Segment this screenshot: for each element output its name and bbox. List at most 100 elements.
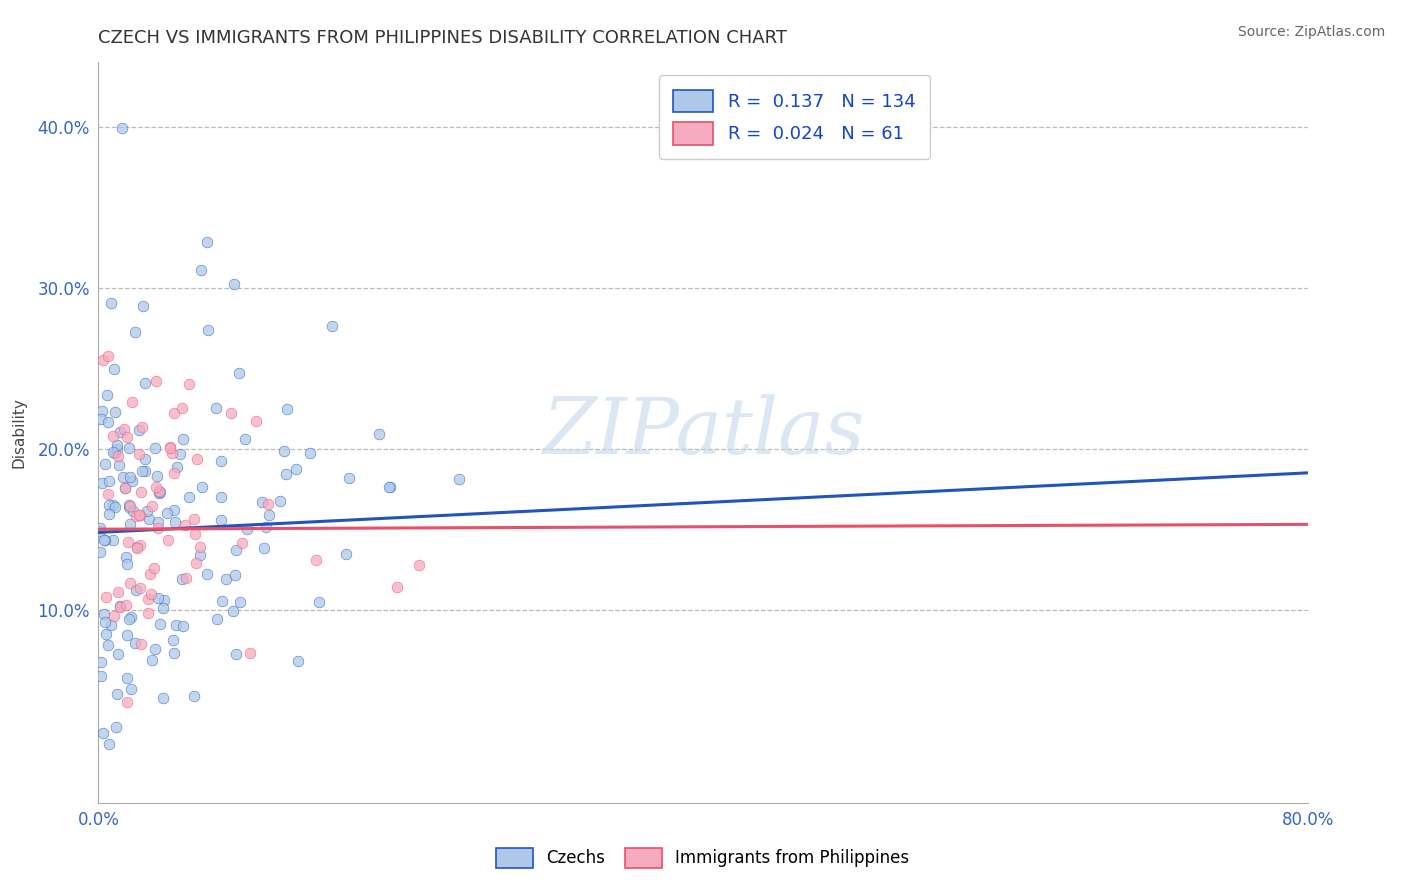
Point xyxy=(273,444,295,458)
Point xyxy=(132,299,155,313)
Point xyxy=(114,481,136,495)
Point xyxy=(93,533,115,547)
Point xyxy=(100,295,122,310)
Point xyxy=(385,580,408,594)
Point xyxy=(97,638,120,652)
Point xyxy=(89,545,111,559)
Point xyxy=(305,552,328,566)
Point xyxy=(94,590,117,604)
Point xyxy=(245,414,267,428)
Point xyxy=(149,485,172,500)
Point xyxy=(173,518,195,533)
Point xyxy=(134,452,156,467)
Point xyxy=(128,508,150,523)
Point xyxy=(107,449,129,463)
Point xyxy=(188,541,211,555)
Point xyxy=(120,682,142,697)
Point xyxy=(134,465,156,479)
Point xyxy=(104,500,127,515)
Point xyxy=(90,412,112,426)
Point xyxy=(121,394,143,409)
Point xyxy=(321,318,343,333)
Point xyxy=(101,533,124,547)
Point xyxy=(98,498,121,512)
Point xyxy=(98,507,121,521)
Point xyxy=(231,536,253,550)
Point xyxy=(93,726,115,740)
Point xyxy=(114,598,136,612)
Point xyxy=(94,627,117,641)
Point xyxy=(97,349,120,363)
Point xyxy=(104,405,127,419)
Point xyxy=(115,627,138,641)
Point xyxy=(308,595,330,609)
Point xyxy=(105,438,128,452)
Point xyxy=(274,467,297,481)
Point xyxy=(209,491,232,505)
Point xyxy=(149,617,172,632)
Point xyxy=(174,571,197,585)
Point xyxy=(107,585,129,599)
Point xyxy=(447,472,470,486)
Text: CZECH VS IMMIGRANTS FROM PHILIPPINES DISABILITY CORRELATION CHART: CZECH VS IMMIGRANTS FROM PHILIPPINES DIS… xyxy=(98,29,787,47)
Point xyxy=(163,466,186,480)
Point xyxy=(98,737,121,751)
Point xyxy=(121,475,143,489)
Point xyxy=(97,487,120,501)
Point xyxy=(89,524,111,538)
Point xyxy=(101,428,124,442)
Point xyxy=(94,615,117,629)
Point xyxy=(162,632,184,647)
Point xyxy=(184,527,207,541)
Point xyxy=(129,581,152,595)
Point xyxy=(129,637,152,651)
Point xyxy=(97,475,120,489)
Point xyxy=(257,508,280,523)
Point xyxy=(142,561,165,575)
Point xyxy=(97,415,120,429)
Point xyxy=(225,543,247,558)
Point xyxy=(121,504,143,518)
Point xyxy=(166,460,188,475)
Point xyxy=(118,612,141,626)
Point xyxy=(117,430,139,444)
Point xyxy=(163,406,186,420)
Point xyxy=(183,512,205,526)
Point xyxy=(138,512,160,526)
Point xyxy=(153,593,176,607)
Point xyxy=(96,388,118,402)
Point xyxy=(184,556,207,570)
Point xyxy=(337,471,360,485)
Point xyxy=(408,558,430,573)
Point xyxy=(367,426,389,441)
Point xyxy=(222,277,245,291)
Point xyxy=(112,469,135,483)
Point xyxy=(91,475,114,490)
Point xyxy=(152,601,174,615)
Point xyxy=(146,591,169,605)
Point xyxy=(94,457,117,471)
Point xyxy=(141,653,163,667)
Legend: R =  0.137   N = 134, R =  0.024   N = 61: R = 0.137 N = 134, R = 0.024 N = 61 xyxy=(659,75,929,159)
Point xyxy=(236,522,259,536)
Point xyxy=(108,458,131,472)
Point xyxy=(120,575,142,590)
Point xyxy=(152,690,174,705)
Point xyxy=(209,454,232,468)
Point xyxy=(233,432,256,446)
Point xyxy=(131,463,153,477)
Point xyxy=(219,406,242,420)
Point xyxy=(222,604,245,618)
Point xyxy=(128,447,150,461)
Point xyxy=(129,508,152,522)
Point xyxy=(172,432,194,446)
Point xyxy=(177,376,200,391)
Point xyxy=(163,646,186,660)
Point xyxy=(163,503,186,517)
Point xyxy=(211,594,233,608)
Point xyxy=(224,568,246,582)
Point xyxy=(129,538,152,552)
Point xyxy=(169,447,191,461)
Point xyxy=(148,484,170,499)
Point xyxy=(195,566,218,581)
